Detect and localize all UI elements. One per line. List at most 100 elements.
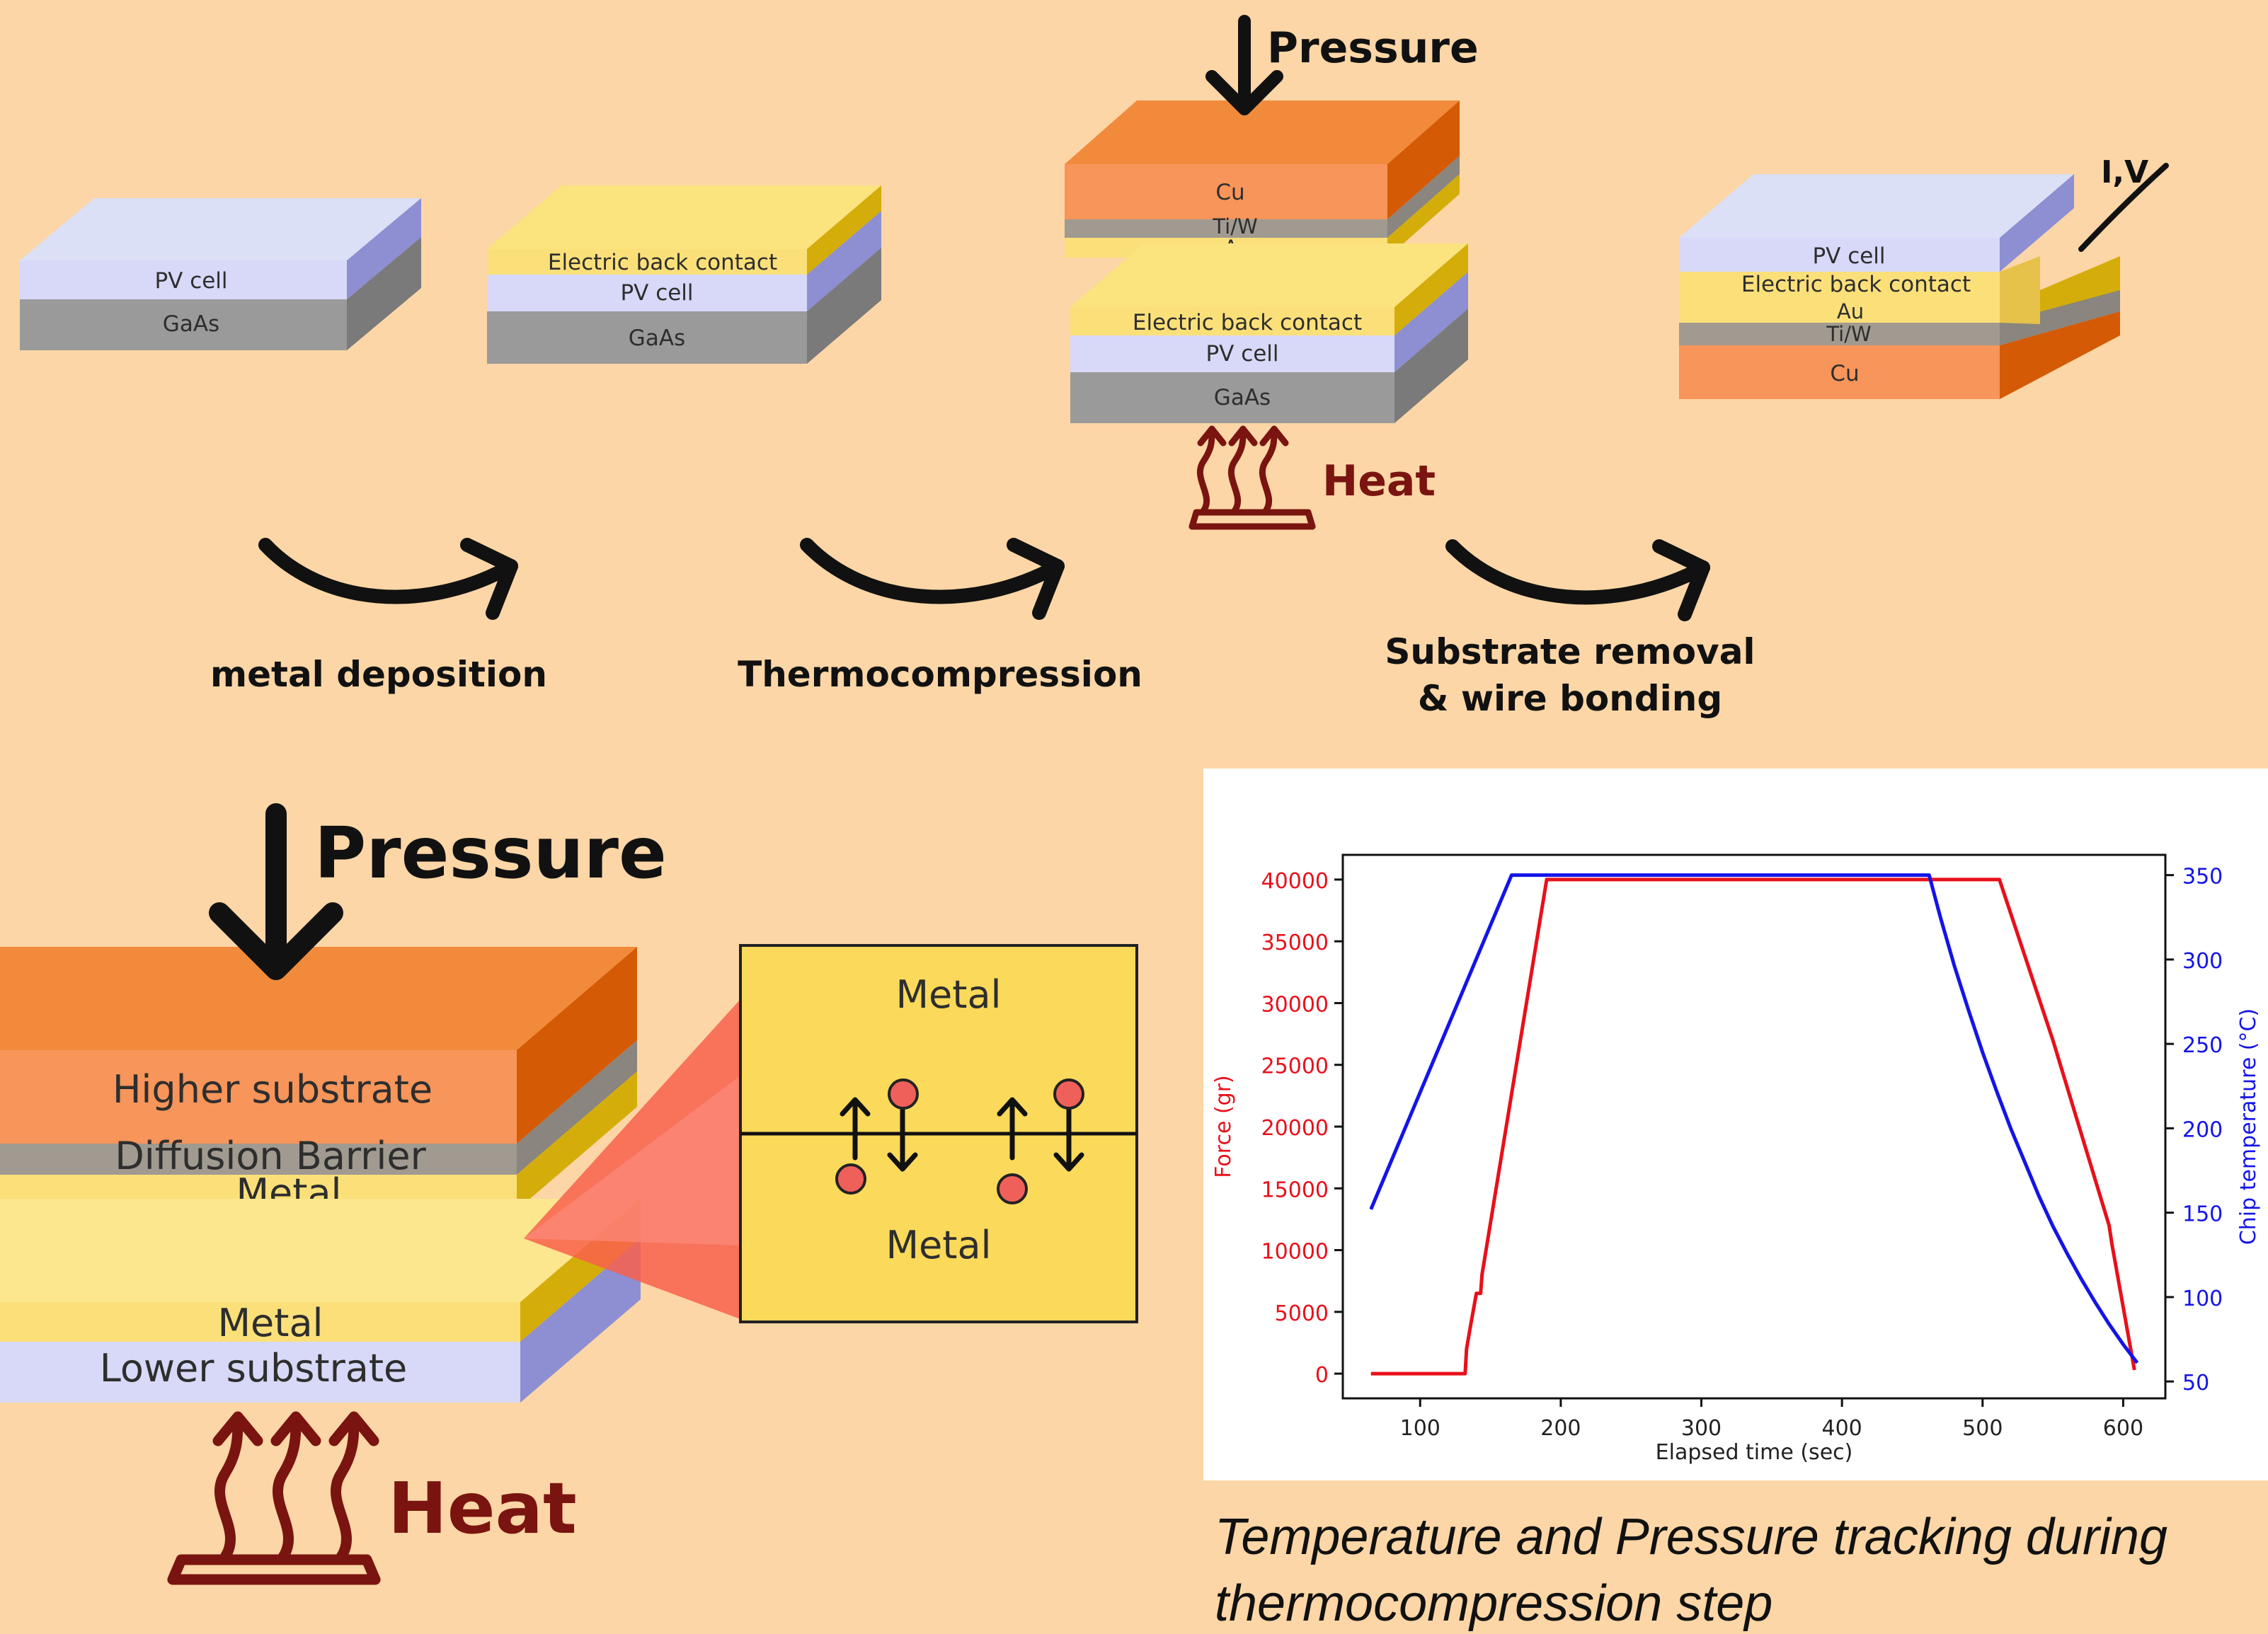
atom-icon [835,1163,866,1195]
lower-substrate-layer [0,1342,520,1403]
y2-tick-label: 200 [2182,1117,2223,1142]
stack-final-device: PV cell Electric back contact Au Ti/W Cu… [1679,154,2169,399]
x-tick-label: 200 [1540,1416,1581,1441]
stack3-contact-layer [1070,307,1394,335]
step-label-substrate-removal: Substrate removal [1385,631,1755,672]
x-tick-label: 500 [1962,1416,2003,1441]
stack4-au-label: Au [1837,299,1864,323]
lower-substrate-label: Lower substrate [100,1346,408,1391]
lower-metal-label: Metal [217,1301,323,1345]
stack3-lower-top-face [1070,243,1468,307]
chart-ticks: 100 200 300 400 500 600 0 5000 10000 15000 20000 25… [1261,865,2223,1441]
stack2-pv-layer [487,275,807,311]
down-arrow-icon [1053,1107,1084,1172]
stack2-gaas-layer [487,311,807,364]
stack4-pv-label: PV cell [1812,243,1885,269]
big-upper-top-face [0,947,637,1050]
y2-axis-label: Chip temperature (°C) [2236,1008,2261,1245]
big-stack: Higher substrate Diffusion Barrier Metal… [0,947,740,1403]
up-arrow-icon [997,1097,1028,1161]
heat-icon-big [167,1411,381,1585]
chart-lines [1369,873,2139,1376]
stack1-gaas-label: GaAs [163,311,219,337]
stack4-contact-step [2000,256,2040,324]
x-tick-label: 600 [2103,1416,2143,1441]
stack2-pv-label: PV cell [620,280,693,306]
stack1-pv-layer [20,260,347,299]
y-tick-label: 5000 [1275,1301,1329,1326]
stack4-tiw-layer [1679,323,2000,345]
stack4-tiw-side [2000,290,2120,345]
chart-panel: 100 200 300 400 500 600 0 5000 10000 15000 20000 25… [1203,769,2268,1480]
pressure-label-big: Pressure [314,812,667,894]
heat-label-top: Heat [1322,456,1436,506]
stack3-gaas-label: GaAs [1214,385,1271,410]
stack3-gaas-side [1394,309,1468,423]
y2-tick-label: 250 [2182,1033,2223,1058]
y-tick-label: 15000 [1261,1178,1329,1202]
y-tick-label: 10000 [1261,1240,1329,1265]
stack1-top-face [20,198,421,260]
step-label-metal-deposition: metal deposition [210,654,547,695]
stack4-cu-layer [1679,345,2000,399]
y-tick-label: 35000 [1261,931,1329,955]
step-label-wire-bonding: & wire bonding [1418,678,1722,719]
stack2-gaas-side [807,248,881,364]
stack2-gaas-label: GaAs [629,326,685,351]
curved-arrow-icon-2 [800,538,1065,620]
stack2-top-face [487,185,881,249]
atom-icon [888,1078,919,1110]
stack1-gaas-layer [20,299,347,350]
stack3-gaas-layer [1070,372,1394,423]
y-tick-label: 25000 [1261,1054,1329,1079]
bonding-wire-icon [2078,163,2169,252]
stack3-contact-label: Electric back contact [1133,310,1362,335]
stack1-gaas-side [347,237,421,350]
plot-area [1341,853,2167,1400]
stack3-tiw-label: Ti/W [1212,214,1257,238]
stack4-tiw-label: Ti/W [1826,322,1871,346]
big-lower-top-face [0,1199,641,1302]
higher-substrate-label: Higher substrate [113,1067,433,1112]
stack-pv-gaas: PV cell GaAs [20,198,421,350]
heat-label-big: Heat [388,1467,577,1550]
stack-back-contact: Electric back contact PV cell GaAs [487,185,881,364]
down-arrow-icon [887,1107,918,1172]
stack3-pv-label: PV cell [1205,341,1278,367]
big-upper-metal-side [517,1071,637,1210]
y2-tick-label: 300 [2182,949,2223,974]
iv-label: I,V [2101,154,2148,190]
caption-line-2: thermocompression step [1215,1575,1772,1632]
step-arrows [258,538,1710,621]
x-tick-label: 300 [1681,1416,1722,1441]
stack2-pv-side [807,211,881,311]
stack3-tiw-layer [1065,219,1387,238]
y2-tick-label: 350 [2182,865,2223,890]
force-line [1370,878,2136,1376]
y-tick-label: 0 [1315,1363,1329,1388]
y2-tick-label: 100 [2182,1287,2223,1311]
stack4-cu-label: Cu [1830,361,1859,386]
pressure-arrow-icon [1205,15,1283,115]
stack1-pv-side [347,198,421,299]
heat-icon-top [1189,425,1316,530]
zoom-cone-inner [524,1076,740,1245]
big-upper-barrier-side [517,1040,637,1175]
diffusion-arrows [840,1097,1084,1172]
pressure-label-top: Pressure [1267,23,1479,73]
stack3-au-side [1387,174,1460,258]
stack4-contact-layer [1679,272,2000,323]
stack4-pv-layer [1679,238,2000,272]
y-tick-label: 30000 [1261,992,1329,1017]
zoom-metal-bottom-label: Metal [886,1223,991,1267]
stack3-cu-layer [1065,164,1387,219]
pressure-arrow-icon-big [209,803,343,980]
stack4-pv-side [2000,174,2074,272]
y2-tick-label: 50 [2182,1371,2209,1396]
lower-metal-layer [0,1302,520,1342]
y2-tick-label: 150 [2182,1202,2223,1227]
stack1-pv-label: PV cell [154,268,227,294]
stack-thermocompression: Cu Ti/W Au Electric back contact PV cell… [1065,15,1479,530]
stack2-contact-label: Electric back contact [548,250,777,275]
